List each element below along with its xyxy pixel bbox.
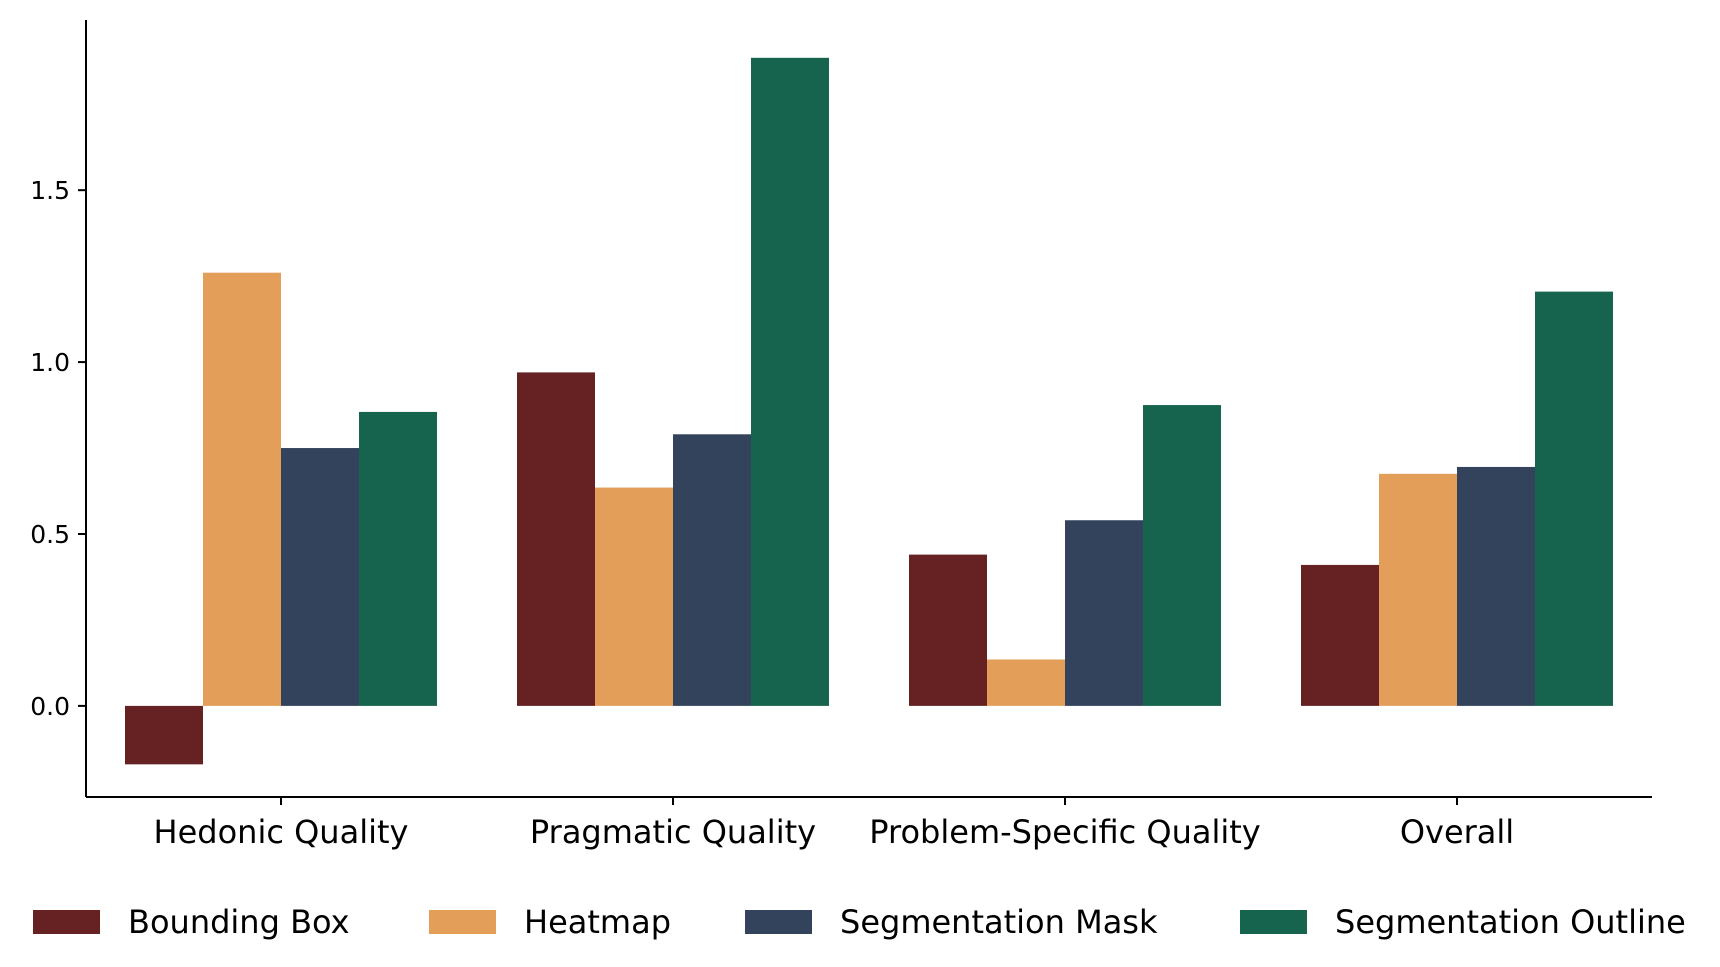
- bar-segmentation-outline-1: [359, 411, 437, 706]
- bar-bounding-box-3: [909, 554, 987, 706]
- legend: Bounding Box Heatmap Segmentation Mask Segm…: [33, 903, 1686, 941]
- x-tick-label-2: Pragmatic Quality: [530, 813, 816, 851]
- bar-segmentation-mask-4: [1457, 466, 1535, 706]
- bar-bounding-box-1: [125, 705, 203, 765]
- bar-heatmap-2: [595, 487, 673, 706]
- legend-label-segmentation-mask: Segmentation Mask: [840, 903, 1158, 941]
- x-tick-label-1: Hedonic Quality: [154, 813, 409, 851]
- bar-segmentation-outline-2: [751, 57, 829, 706]
- legend-label-segmentation-outline: Segmentation Outline: [1335, 903, 1686, 941]
- bar-bounding-box-4: [1301, 564, 1379, 706]
- legend-swatch-segmentation-outline: [1240, 910, 1307, 934]
- bar-segmentation-outline-3: [1143, 405, 1221, 706]
- x-tick-label-3: Problem-Specific Quality: [869, 813, 1260, 851]
- y-tick-label-4: 1.5: [30, 176, 70, 205]
- bar-segmentation-mask-2: [673, 434, 751, 706]
- legend-label-bounding-box: Bounding Box: [128, 903, 350, 941]
- bar-segmentation-mask-3: [1065, 520, 1143, 706]
- bar-heatmap-4: [1379, 473, 1457, 706]
- legend-label-heatmap: Heatmap: [524, 903, 671, 941]
- y-tick-label-3: 1.0: [30, 348, 70, 377]
- bar-bounding-box-2: [517, 372, 595, 706]
- bar-segmentation-mask-1: [281, 448, 359, 706]
- x-tick-label-4: Overall: [1400, 813, 1514, 851]
- y-tick-label-1: 0.0: [30, 692, 70, 721]
- y-tick-label-2: 0.5: [30, 520, 70, 549]
- bar-segmentation-outline-4: [1535, 291, 1613, 706]
- legend-swatch-bounding-box: [33, 910, 100, 934]
- bar-heatmap-1: [203, 272, 281, 706]
- bar-heatmap-3: [987, 659, 1065, 706]
- legend-swatch-heatmap: [429, 910, 496, 934]
- bars-layer: [125, 57, 1613, 765]
- legend-swatch-segmentation-mask: [745, 910, 812, 934]
- axes-layer: 0.0 0.5 1.0 1.5 Hedonic Quality Pragmatic Qua…: [30, 20, 1652, 851]
